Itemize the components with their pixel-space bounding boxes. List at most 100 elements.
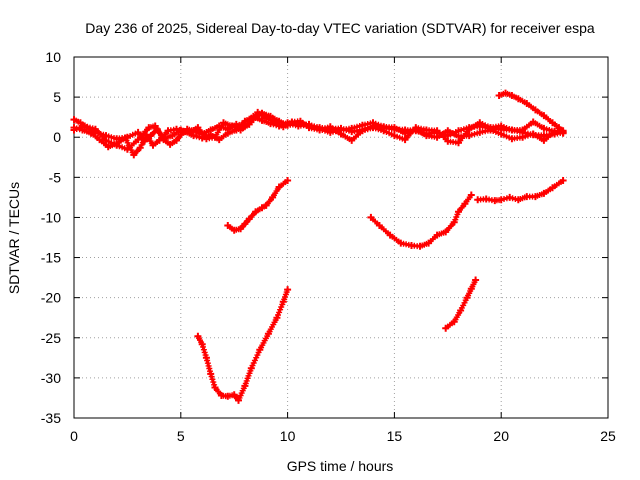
data-point xyxy=(444,137,452,145)
data-point xyxy=(442,324,450,332)
data-point xyxy=(237,126,245,134)
data-point xyxy=(194,332,202,340)
series-track-4 xyxy=(495,89,567,136)
data-point xyxy=(540,136,548,144)
data-point xyxy=(455,208,462,216)
series-track-7 xyxy=(367,191,475,250)
y-tick-label: 5 xyxy=(53,89,61,105)
data-point xyxy=(275,183,283,191)
data-point xyxy=(491,197,499,205)
data-point xyxy=(326,123,334,131)
data-point xyxy=(134,128,142,136)
data-point xyxy=(408,242,415,249)
data-point xyxy=(211,384,219,391)
data-point xyxy=(252,208,260,216)
data-point xyxy=(549,119,556,127)
y-tick-label: -15 xyxy=(41,250,61,266)
x-tick-label: 20 xyxy=(493,428,509,444)
data-point xyxy=(467,191,475,199)
data-point xyxy=(241,220,249,228)
y-tick-label: -35 xyxy=(41,410,61,426)
data-point xyxy=(168,132,176,140)
data-point xyxy=(194,124,202,132)
data-point xyxy=(102,136,110,144)
data-point xyxy=(559,128,567,136)
data-point xyxy=(433,231,441,239)
data-point xyxy=(164,127,172,135)
data-point xyxy=(130,151,138,159)
data-series xyxy=(70,89,567,404)
data-point xyxy=(455,139,462,147)
data-point xyxy=(91,125,99,133)
data-point xyxy=(241,117,249,125)
data-point xyxy=(136,144,144,152)
data-point xyxy=(457,307,465,314)
data-point xyxy=(121,134,129,142)
data-point xyxy=(173,136,180,144)
data-point xyxy=(476,119,484,127)
data-point xyxy=(551,128,559,136)
data-point xyxy=(245,120,253,128)
data-point xyxy=(358,127,366,135)
data-point xyxy=(166,140,174,148)
data-point xyxy=(367,213,375,221)
data-point xyxy=(474,196,482,204)
data-point xyxy=(450,318,458,326)
data-point xyxy=(145,124,153,132)
series-markers xyxy=(442,277,479,332)
data-point xyxy=(241,382,249,390)
data-point xyxy=(151,122,159,130)
data-point xyxy=(531,193,539,201)
data-point xyxy=(506,193,514,201)
data-point xyxy=(559,177,567,184)
data-point xyxy=(113,141,121,149)
data-point xyxy=(230,391,238,399)
series-track-9 xyxy=(474,177,567,205)
data-point xyxy=(160,135,168,143)
series-markers xyxy=(224,177,291,234)
data-point xyxy=(531,106,539,114)
data-point xyxy=(508,92,516,99)
data-point xyxy=(258,204,266,212)
data-point xyxy=(540,189,548,197)
data-point xyxy=(412,124,420,132)
axis-ticks: 0 5 10 15 20 25 10 5 0 -5 -10 -15 -20 -25 -30 -35 xyxy=(41,49,616,444)
data-point xyxy=(337,130,345,138)
data-point xyxy=(220,119,227,127)
data-point xyxy=(185,128,193,136)
data-point xyxy=(316,126,324,134)
data-point xyxy=(416,242,424,250)
data-point xyxy=(348,124,356,132)
series-track-5 xyxy=(224,177,292,234)
data-point xyxy=(482,195,490,203)
data-point xyxy=(390,124,398,132)
data-point xyxy=(476,128,484,136)
data-point xyxy=(514,95,522,103)
data-point xyxy=(228,122,236,130)
series-track-6 xyxy=(194,286,292,404)
data-point xyxy=(519,133,527,141)
data-point xyxy=(519,126,527,134)
data-point xyxy=(463,294,471,302)
data-point xyxy=(271,118,279,126)
y-tick-label: -25 xyxy=(41,330,61,346)
data-point xyxy=(523,100,531,107)
data-point xyxy=(288,118,296,126)
data-point xyxy=(202,135,210,143)
y-tick-label: -20 xyxy=(41,290,61,306)
data-point xyxy=(497,122,505,130)
data-point xyxy=(211,133,219,141)
data-point xyxy=(224,222,232,229)
data-point xyxy=(254,108,262,116)
data-point xyxy=(375,222,383,229)
data-point xyxy=(215,136,223,144)
data-point xyxy=(401,136,409,144)
data-point xyxy=(495,92,503,99)
series-track-2 xyxy=(70,112,567,159)
x-tick-label: 0 xyxy=(70,428,78,444)
data-point xyxy=(380,127,388,135)
data-point xyxy=(70,116,78,124)
data-point xyxy=(279,298,287,306)
grid xyxy=(74,57,608,418)
data-point xyxy=(230,226,238,234)
